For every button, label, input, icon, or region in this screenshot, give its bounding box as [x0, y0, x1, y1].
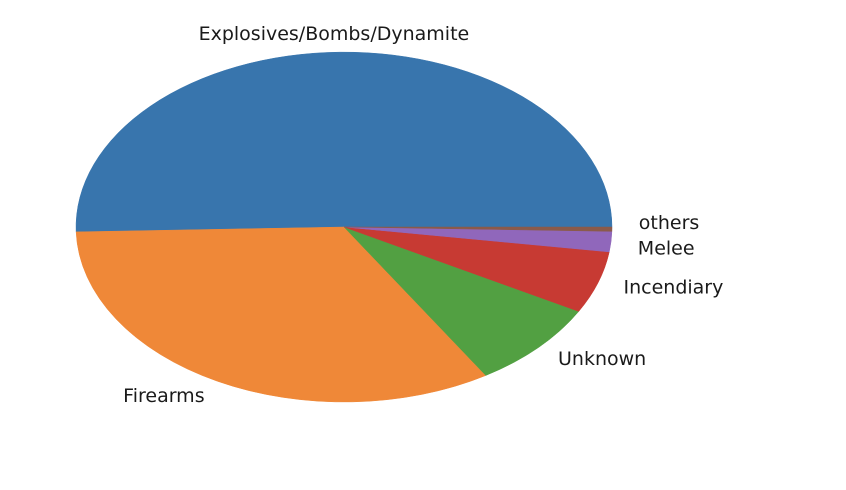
- pie-slices: [75, 51, 613, 403]
- pie-slice-others: [343, 226, 613, 232]
- pie-labels: Explosives/Bombs/Dynamite Firearms Unknown…: [123, 23, 723, 407]
- pie-slice-explosives-bombs-dynamite: [75, 51, 613, 233]
- pie-label-incendiary: Incendiary: [624, 277, 724, 299]
- pie-slice-firearms: [75, 226, 487, 403]
- pie-label-others: others: [639, 212, 700, 234]
- pie-label-firearms: Firearms: [123, 385, 204, 407]
- pie-label-explosives-bombs-dynamite: Explosives/Bombs/Dynamite: [199, 23, 470, 45]
- pie-label-unknown: Unknown: [558, 348, 646, 370]
- pie-label-melee: Melee: [638, 238, 695, 260]
- pie-slice-unknown: [343, 226, 580, 376]
